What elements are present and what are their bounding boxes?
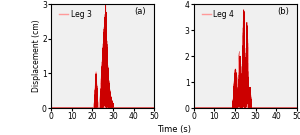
Text: Time (s): Time (s) (157, 125, 191, 134)
Text: (b): (b) (277, 7, 289, 16)
Legend: Leg 4: Leg 4 (200, 8, 236, 21)
Text: (a): (a) (134, 7, 146, 16)
Legend: Leg 3: Leg 3 (57, 8, 94, 21)
Y-axis label: Displacement (cm): Displacement (cm) (32, 20, 40, 92)
